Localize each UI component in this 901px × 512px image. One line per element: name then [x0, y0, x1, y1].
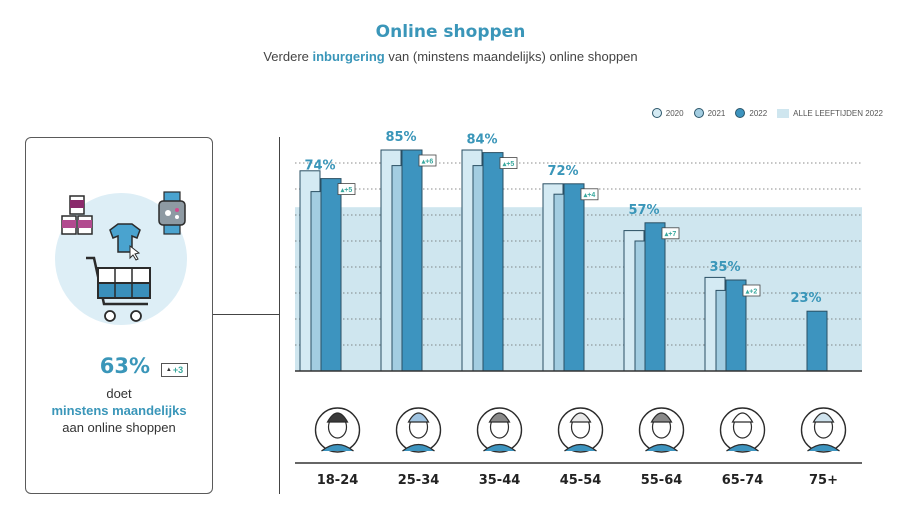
value-label-25-34: 85%: [385, 130, 416, 145]
legend-label-2022: 2022: [749, 108, 768, 118]
bar-2022-45-54: [563, 183, 585, 372]
legend-label-all: ALLE LEEFTIJDEN 2022: [793, 108, 883, 118]
change-badge-65-74: [742, 284, 761, 297]
age-label-35-44: 35-44: [479, 473, 521, 488]
tshirt-icon: [109, 223, 141, 261]
change-value-45-54: ▴+4: [583, 192, 596, 199]
summary-change-value: +3: [172, 365, 184, 375]
change-value-65-74: ▴+2: [745, 288, 758, 295]
summary-percentage: 63%: [99, 354, 150, 378]
change-badge-35-44: [499, 157, 518, 170]
legend: 2020 2021 2022 ALLE LEEFTIJDEN 2022: [651, 108, 883, 118]
age-label-45-54: 45-54: [560, 473, 602, 488]
summary-line-1: doet: [106, 386, 132, 401]
panel-connector: [213, 314, 280, 315]
summary-panel: [25, 137, 213, 494]
summary-line-3: aan online shoppen: [62, 420, 176, 435]
change-value-55-64: ▴+7: [664, 231, 677, 238]
bar-2022-75+: [806, 310, 828, 372]
age-label-55-64: 55-64: [641, 473, 683, 488]
change-value-18-24: ▴+5: [340, 187, 353, 194]
legend-label-2020: 2020: [665, 108, 684, 118]
subtitle-bold: inburgering: [312, 49, 385, 64]
summary-line-2: minstens maandelijks: [51, 403, 187, 418]
subtitle-post: van (minstens maandelijks) online shoppe…: [384, 49, 638, 64]
person-avatar-icon: [395, 407, 442, 453]
legend-swatch-2022: [735, 108, 746, 118]
cart-icon: [86, 256, 151, 322]
legend-item-2022: 2022: [735, 108, 767, 118]
person-avatar-icon: [638, 407, 685, 453]
bar-2022-18-24: [320, 178, 342, 372]
chart-title: Online shoppen: [375, 22, 526, 42]
change-badge-55-64: [661, 227, 680, 240]
person-avatar-icon: [476, 407, 523, 453]
legend-item-all: ALLE LEEFTIJDEN 2022: [777, 108, 883, 118]
up-triangle-icon: ▲: [165, 367, 172, 373]
person-avatar-icon: [557, 407, 604, 453]
value-label-65-74: 35%: [709, 260, 740, 275]
person-avatar-icon: [719, 407, 766, 453]
age-label-18-24: 18-24: [317, 473, 359, 488]
legend-item-2021: 2021: [693, 108, 726, 118]
change-badge-25-34: [418, 154, 437, 167]
bar-2022-35-44: [482, 152, 504, 372]
age-label-75+: 75+: [809, 473, 838, 488]
age-label-65-74: 65-74: [722, 473, 764, 488]
value-label-18-24: 74%: [304, 159, 335, 174]
value-label-45-54: 72%: [547, 164, 578, 179]
legend-swatch-2021: [693, 108, 704, 118]
cosmetics-icon: [61, 195, 93, 235]
person-avatar-icon: [314, 407, 361, 453]
smartwatch-icon: [158, 191, 186, 235]
value-label-75+: 23%: [790, 291, 821, 306]
change-badge-18-24: [337, 183, 356, 196]
legend-swatch-all: [777, 108, 790, 118]
subtitle-pre: Verdere: [263, 49, 313, 64]
summary-change-badge: ▲ +3: [161, 363, 188, 377]
legend-swatch-2020: [651, 108, 662, 118]
legend-item-2020: 2020: [651, 108, 684, 118]
change-value-35-44: ▴+5: [502, 161, 515, 168]
bar-2022-55-64: [644, 222, 666, 372]
change-value-25-34: ▴+6: [421, 158, 434, 165]
shopping-illustration: [55, 191, 187, 325]
change-badge-45-54: [580, 188, 599, 201]
chart-subtitle: Verdere inburgering van (minstens maande…: [0, 49, 901, 64]
chart-divider: [279, 137, 280, 494]
legend-label-2021: 2021: [707, 108, 726, 118]
value-label-35-44: 84%: [466, 133, 497, 148]
age-label-25-34: 25-34: [398, 473, 440, 488]
bar-2022-25-34: [401, 149, 423, 372]
value-label-55-64: 57%: [628, 203, 659, 218]
person-avatar-icon: [800, 407, 847, 453]
